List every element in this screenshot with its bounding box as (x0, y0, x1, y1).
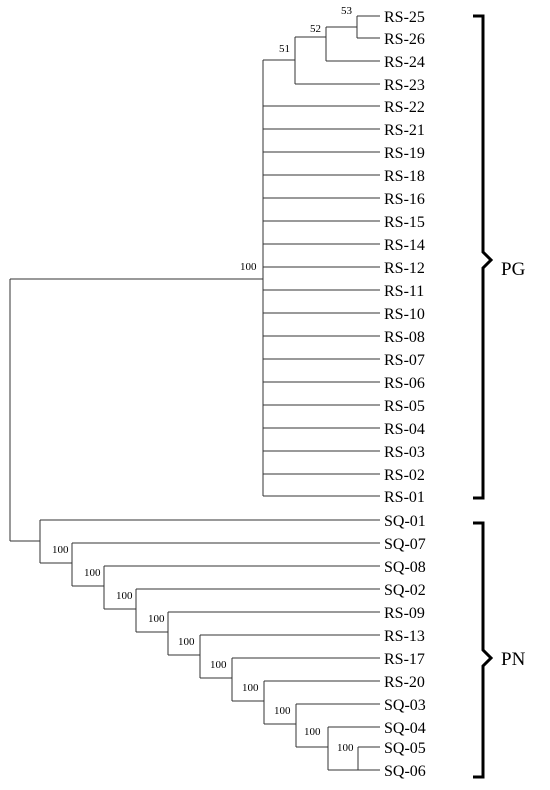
leaf-label: RS-23 (384, 77, 425, 94)
leaf-label: RS-18 (384, 168, 425, 185)
pg-node-branches (262, 59, 380, 497)
pg-inner-node-branches (294, 15, 380, 85)
leaf-label: SQ-05 (384, 740, 426, 757)
leaf-label: RS-14 (384, 237, 425, 254)
leaf-label: RS-01 (384, 489, 425, 506)
leaf-label: RS-10 (384, 306, 425, 323)
support-value: 100 (52, 544, 69, 556)
support-value: 100 (116, 590, 133, 602)
support-value: 100 (178, 636, 195, 648)
leaf-label: RS-11 (384, 283, 424, 300)
support-value: 53 (341, 5, 353, 17)
leaf-label: RS-19 (384, 145, 425, 162)
leaf-label: RS-04 (384, 421, 425, 438)
leaf-labels: RS-25 RS-26 RS-24 RS-23 RS-22 RS-21 RS-1… (384, 9, 426, 780)
support-value: 52 (310, 23, 321, 35)
support-value: 51 (279, 43, 290, 55)
leaf-label: RS-07 (384, 352, 425, 369)
leaf-label: SQ-08 (384, 559, 426, 576)
leaf-label: RS-16 (384, 191, 425, 208)
support-values: 100 51 52 53 100 100 100 100 100 100 100… (52, 5, 354, 754)
pn-bracket (473, 521, 494, 779)
leaf-label: RS-26 (384, 31, 425, 48)
leaf-label: RS-05 (384, 398, 425, 415)
leaf-label: RS-15 (384, 214, 425, 231)
leaf-label: RS-12 (384, 260, 425, 277)
tree-branches (9, 15, 380, 771)
leaf-label: RS-09 (384, 605, 425, 622)
support-value: 100 (84, 567, 101, 579)
leaf-label: SQ-01 (384, 513, 426, 530)
support-value: 100 (148, 613, 165, 625)
leaf-label: SQ-07 (384, 536, 426, 553)
clade-brackets: PG PN (473, 14, 526, 779)
leaf-label: SQ-02 (384, 582, 426, 599)
leaf-label: RS-06 (384, 375, 425, 392)
support-value: 100 (274, 705, 291, 717)
support-value: 100 (337, 742, 354, 754)
leaf-label: SQ-06 (384, 763, 426, 780)
leaf-label: RS-25 (384, 9, 425, 26)
leaf-label: RS-08 (384, 329, 425, 346)
support-value: 100 (240, 261, 257, 273)
support-value: 100 (210, 659, 227, 671)
pg-bracket (473, 14, 494, 500)
leaf-label: SQ-04 (384, 720, 426, 737)
pn-node-branches (39, 519, 380, 771)
leaf-label: RS-02 (384, 467, 425, 484)
leaf-label: RS-24 (384, 54, 425, 71)
support-value: 100 (304, 726, 321, 738)
leaf-label: RS-20 (384, 674, 425, 691)
leaf-label: RS-13 (384, 628, 425, 645)
pn-clade-label: PN (501, 649, 526, 670)
root-branch (9, 278, 263, 542)
support-value: 100 (242, 682, 259, 694)
leaf-label: RS-22 (384, 99, 425, 116)
pg-clade-label: PG (501, 259, 526, 280)
leaf-label: RS-03 (384, 444, 425, 461)
leaf-label: RS-17 (384, 651, 425, 668)
leaf-label: SQ-03 (384, 697, 426, 714)
leaf-label: RS-21 (384, 122, 425, 139)
